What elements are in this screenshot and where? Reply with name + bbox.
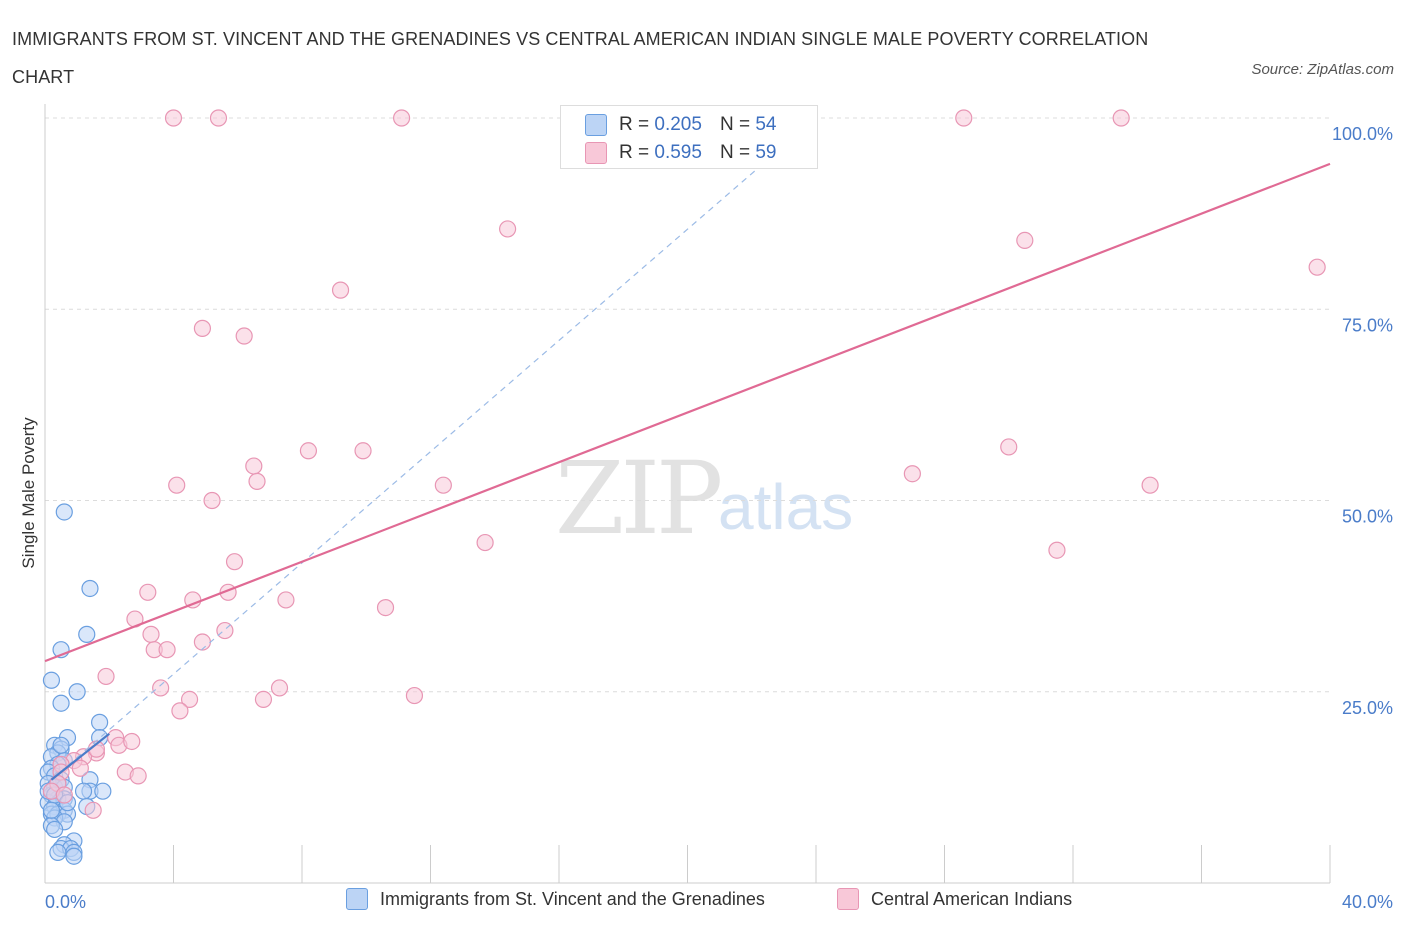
point-immigrants	[91, 713, 109, 731]
point-immigrants	[78, 625, 96, 643]
chart-title: IMMIGRANTS FROM ST. VINCENT AND THE GREN…	[12, 29, 1149, 87]
point-central-american	[955, 109, 973, 127]
point-central-american	[209, 109, 228, 127]
point-central-american	[55, 786, 73, 804]
point-immigrants	[42, 801, 61, 819]
legend-row-immigrants: R = 0.205 N = 54	[585, 111, 776, 139]
point-central-american	[193, 633, 212, 651]
point-central-american	[123, 732, 141, 751]
point-central-american	[476, 533, 494, 552]
point-immigrants	[55, 503, 73, 521]
point-central-american	[71, 759, 89, 777]
legend: R = 0.205 N = 54 R = 0.595 N = 59	[560, 105, 818, 169]
point-central-american	[376, 598, 395, 617]
point-immigrants	[81, 579, 99, 598]
x-tick-label: 0.0%	[45, 892, 86, 912]
trend-line-immigrants-extended	[51, 117, 817, 781]
legend-n-label: N =	[719, 114, 751, 135]
point-central-american	[225, 553, 244, 571]
tick-labels: 25.0% 50.0% 75.0% 100.0% 0.0% 40.0%	[45, 124, 1393, 912]
point-central-american	[97, 667, 115, 686]
watermark-atlas: atlas	[718, 471, 854, 543]
point-central-american	[158, 641, 176, 659]
bottom-legend-swatch-central-american	[837, 888, 859, 910]
series-central-american-points	[42, 109, 1326, 819]
point-central-american	[171, 702, 189, 720]
point-central-american	[254, 690, 273, 709]
point-central-american	[392, 109, 411, 127]
point-immigrants	[74, 782, 93, 800]
point-central-american	[1048, 541, 1066, 559]
point-central-american	[203, 491, 221, 510]
bottom-legend-label-central-american: Central American Indians	[871, 888, 1073, 909]
source-label: Source: ZipAtlas.com	[1251, 61, 1394, 78]
legend-r-label: R =	[619, 142, 650, 163]
point-central-american	[180, 690, 199, 709]
point-central-american	[168, 476, 186, 494]
point-central-american	[152, 679, 170, 697]
point-central-american	[354, 442, 372, 460]
y-tick-label: 50.0%	[1342, 507, 1393, 527]
legend-n-value: 59	[755, 142, 777, 163]
point-central-american	[299, 442, 318, 460]
point-central-american	[1141, 476, 1159, 494]
point-central-american	[1000, 438, 1018, 456]
watermark-zip: ZIP	[555, 440, 723, 557]
x-tick-label: 40.0%	[1342, 892, 1393, 912]
point-central-american	[164, 109, 183, 127]
point-central-american	[1016, 231, 1034, 249]
point-central-american	[84, 801, 102, 819]
bottom-legend-swatch-immigrants	[346, 888, 368, 910]
point-immigrants	[46, 820, 64, 839]
point-immigrants	[42, 671, 61, 689]
point-immigrants	[52, 736, 70, 754]
legend-r-label: R =	[619, 114, 650, 135]
bottom-legend-immigrants: Immigrants from St. Vincent and the Gren…	[346, 888, 765, 910]
y-tick-label: 25.0%	[1342, 698, 1393, 718]
legend-swatch-immigrants	[585, 114, 607, 136]
point-immigrants	[49, 843, 67, 862]
point-immigrants	[94, 782, 112, 800]
bottom-legend-label-immigrants: Immigrants from St. Vincent and the Gren…	[380, 888, 765, 909]
point-central-american	[129, 767, 147, 785]
point-central-american	[235, 327, 253, 345]
y-tick-label: 75.0%	[1342, 315, 1393, 335]
legend-n-value: 54	[755, 114, 777, 135]
trend-lines	[44, 117, 1331, 781]
trend-line-central-american	[44, 162, 1331, 663]
point-central-american	[499, 220, 517, 238]
point-central-american	[139, 583, 157, 601]
axes	[44, 104, 1331, 884]
bottom-legend-central-american: Central American Indians	[837, 888, 1072, 910]
point-central-american	[245, 457, 263, 475]
point-central-american	[142, 625, 160, 643]
grid-lines	[45, 117, 1330, 693]
point-central-american	[277, 591, 295, 609]
legend-r-value: 0.205	[654, 114, 702, 135]
y-tick-label: 100.0%	[1332, 124, 1393, 144]
point-central-american	[434, 476, 452, 494]
point-central-american	[405, 686, 424, 705]
legend-row-central-american: R = 0.595 N = 59	[585, 139, 776, 167]
bottom-legend: Immigrants from St. Vincent and the Gren…	[0, 888, 1406, 916]
point-immigrants	[65, 847, 83, 865]
y-axis-label: Single Male Poverty	[19, 417, 38, 569]
trend-line-immigrants	[50, 732, 110, 781]
point-central-american	[193, 319, 212, 337]
point-immigrants	[68, 683, 86, 701]
legend-n-label: N =	[719, 142, 751, 163]
point-central-american	[903, 465, 921, 483]
point-central-american	[1112, 109, 1130, 127]
point-central-american	[248, 472, 266, 490]
legend-swatch-central-american	[585, 142, 607, 164]
point-central-american	[1308, 258, 1326, 276]
legend-r-value: 0.595	[654, 142, 702, 163]
point-immigrants	[52, 694, 70, 712]
point-central-american	[270, 679, 289, 697]
point-central-american	[331, 281, 350, 299]
